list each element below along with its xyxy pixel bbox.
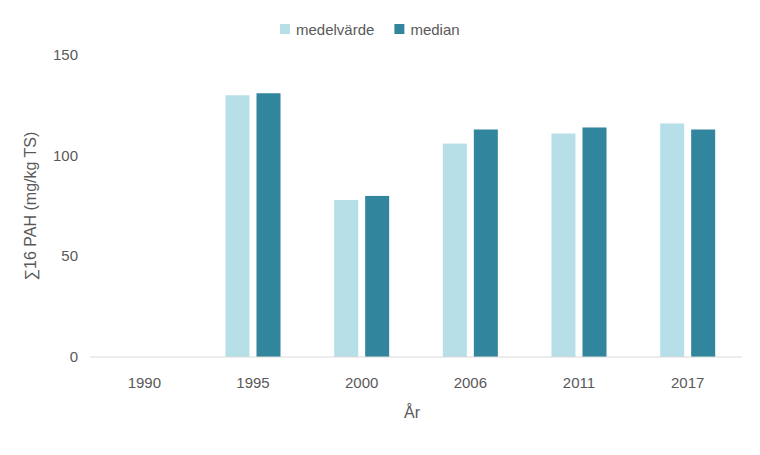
bar	[474, 129, 498, 357]
chart: 0 50 100 150 1990 1995 2000 2006 2011 2017 År ∑16 P…	[0, 0, 760, 455]
y-tick	[87, 155, 90, 156]
x-tick-label: 1995	[236, 374, 269, 391]
legend-swatch	[280, 24, 290, 34]
bar	[365, 196, 389, 357]
y-tick	[87, 256, 90, 257]
x-axis	[90, 357, 742, 358]
legend-label: medelvärde	[296, 21, 374, 38]
bar	[552, 134, 576, 357]
bar	[226, 95, 250, 357]
y-tick-label: 150	[53, 46, 78, 63]
bar	[334, 200, 358, 357]
y-tick	[87, 55, 90, 56]
legend-swatch	[394, 24, 404, 34]
y-tick-label: 50	[61, 247, 78, 264]
y-tick-label: 0	[70, 348, 78, 365]
bars	[226, 93, 716, 357]
bar	[443, 144, 467, 357]
x-axis-title: År	[404, 403, 421, 421]
bar	[583, 127, 607, 357]
x-tick-label: 2017	[671, 374, 704, 391]
x-tick-label: 1990	[128, 374, 161, 391]
y-tick	[87, 357, 90, 358]
x-tick-label: 2006	[454, 374, 487, 391]
x-tick-label: 2000	[345, 374, 378, 391]
bar	[660, 123, 684, 357]
y-axis-title: ∑16 PAH (mg/kg TS)	[22, 132, 40, 281]
legend-label: median	[410, 21, 459, 38]
y-tick-label: 100	[53, 147, 78, 164]
x-tick-label: 2011	[563, 374, 595, 391]
bar	[257, 93, 281, 357]
bar	[691, 129, 715, 357]
